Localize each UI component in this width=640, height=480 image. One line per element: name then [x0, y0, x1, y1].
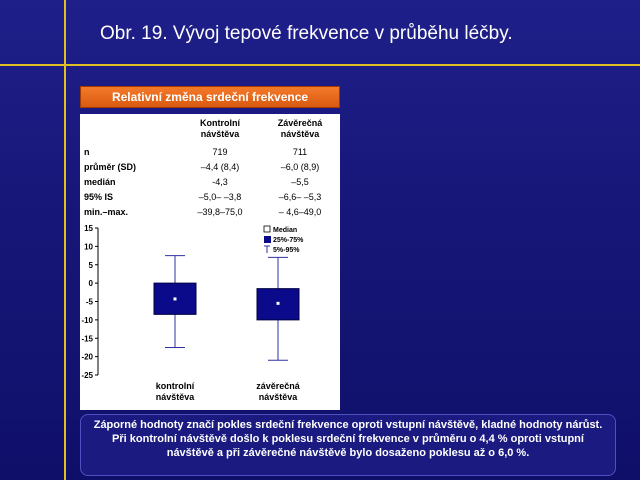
column-header-line: návštěva: [280, 129, 320, 139]
cell-final: –6,6– –5,3: [278, 192, 322, 202]
chart-header-label: Relativní změna srdeční frekvence: [80, 86, 340, 108]
y-tick-label: -20: [81, 353, 93, 362]
x-category-label: návštěva: [156, 392, 196, 402]
footer-note: Záporné hodnoty značí pokles srdeční fre…: [80, 414, 616, 476]
cell-final: 711: [292, 147, 308, 157]
horizontal-accent-line: [0, 64, 640, 66]
row-label: průměr (SD): [84, 162, 137, 172]
legend-label: 25%-75%: [273, 237, 304, 244]
y-tick-label: 15: [84, 224, 93, 233]
y-tick-label: 0: [89, 279, 94, 288]
legend-median-swatch: [263, 225, 271, 233]
table-row: průměr (SD) –4,4 (8,4) –6,0 (8,9): [80, 161, 340, 174]
column-header-line: návštěva: [200, 129, 240, 139]
cell-control: –5,0– –3,8: [198, 192, 242, 202]
chart-panel: [80, 114, 340, 410]
y-tick-label: -25: [81, 371, 93, 380]
row-label: n: [84, 147, 90, 157]
table-row: n 719 711: [80, 146, 340, 159]
cell-control: 719: [212, 147, 228, 157]
table-row: min.–max. –39,8–75,0 – 4,6–49,0: [80, 206, 340, 219]
median-marker: [276, 301, 280, 305]
cell-control: –4,4 (8,4): [200, 162, 240, 172]
cell-final: – 4,6–49,0: [278, 207, 322, 217]
x-category-label: závěrečná: [256, 381, 301, 391]
y-tick-label: -5: [86, 298, 94, 307]
table-row: 95% IS –5,0– –3,8 –6,6– –5,3: [80, 191, 340, 204]
row-label: 95% IS: [84, 192, 114, 202]
row-label: medián: [84, 177, 116, 187]
median-marker: [173, 297, 177, 301]
cell-control: –39,8–75,0: [197, 207, 243, 217]
vertical-accent-line: [64, 0, 66, 480]
column-header-line: Závěrečná: [277, 118, 323, 128]
y-tick-label: -10: [81, 316, 93, 325]
cell-final: –5,5: [291, 177, 309, 187]
slide-title: Obr. 19. Vývoj tepové frekvence v průběh…: [100, 23, 513, 44]
x-category-label: kontrolní: [156, 381, 195, 391]
y-tick-label: 5: [89, 261, 94, 270]
y-tick-label: -15: [81, 334, 93, 343]
y-tick-label: 10: [84, 242, 93, 251]
cell-control: -4,3: [212, 177, 228, 187]
row-label: min.–max.: [84, 207, 129, 217]
table-row: medián -4,3 –5,5: [80, 176, 340, 189]
legend-label: Median: [273, 227, 297, 234]
cell-final: –6,0 (8,9): [280, 162, 320, 172]
column-header-final: Závěrečná návštěva: [260, 118, 340, 140]
column-header-line: Kontrolní: [200, 118, 240, 128]
legend-label: 5%-95%: [273, 247, 300, 254]
x-category-label: návštěva: [259, 392, 299, 402]
column-header-control: Kontrolní návštěva: [180, 118, 260, 140]
legend-box-swatch: [264, 236, 271, 243]
